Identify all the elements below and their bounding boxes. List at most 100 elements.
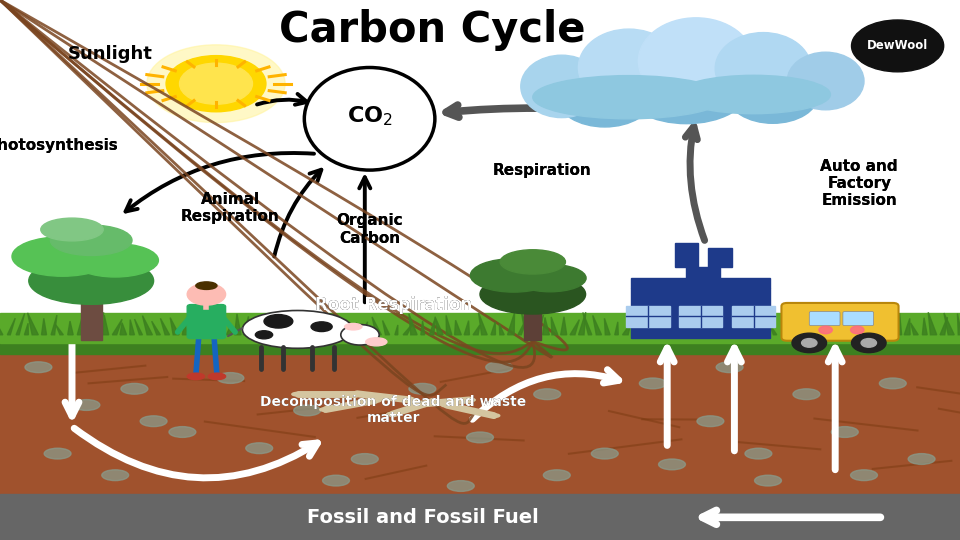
Polygon shape: [605, 318, 611, 335]
Bar: [632, 288, 770, 338]
Ellipse shape: [755, 475, 781, 486]
Polygon shape: [633, 316, 636, 335]
Polygon shape: [654, 315, 663, 335]
Polygon shape: [315, 322, 319, 335]
Polygon shape: [561, 317, 566, 335]
Ellipse shape: [831, 427, 858, 437]
Text: Fossil and Fossil Fuel: Fossil and Fossil Fuel: [306, 508, 539, 527]
Ellipse shape: [557, 68, 653, 127]
Polygon shape: [262, 313, 271, 335]
Polygon shape: [911, 323, 918, 335]
Text: Carbon Cycle: Carbon Cycle: [278, 9, 586, 51]
Ellipse shape: [427, 400, 439, 403]
Polygon shape: [622, 323, 631, 335]
Polygon shape: [719, 319, 726, 335]
Circle shape: [861, 339, 876, 347]
Bar: [0, 335, 960, 494]
Ellipse shape: [715, 32, 811, 105]
Text: Sunlight: Sunlight: [68, 45, 153, 63]
Ellipse shape: [520, 55, 602, 118]
Circle shape: [792, 333, 827, 353]
Bar: [0, 324, 960, 354]
Circle shape: [147, 45, 285, 123]
Bar: [524, 294, 541, 340]
Polygon shape: [305, 324, 315, 335]
Bar: [675, 243, 698, 267]
Ellipse shape: [72, 244, 158, 277]
Ellipse shape: [470, 259, 557, 292]
Polygon shape: [860, 323, 866, 335]
Ellipse shape: [409, 383, 436, 394]
Polygon shape: [737, 317, 741, 335]
Polygon shape: [682, 313, 689, 335]
Polygon shape: [814, 313, 822, 335]
Polygon shape: [252, 321, 257, 335]
Polygon shape: [234, 314, 241, 335]
Ellipse shape: [25, 362, 52, 373]
Polygon shape: [804, 317, 813, 335]
Polygon shape: [429, 318, 435, 335]
Polygon shape: [395, 325, 397, 335]
Polygon shape: [403, 324, 413, 335]
Polygon shape: [904, 319, 910, 335]
Ellipse shape: [345, 323, 362, 330]
Polygon shape: [770, 325, 777, 335]
Ellipse shape: [908, 454, 935, 464]
Polygon shape: [288, 317, 293, 335]
Polygon shape: [790, 321, 796, 335]
Ellipse shape: [486, 362, 513, 373]
Polygon shape: [332, 320, 337, 335]
Polygon shape: [536, 315, 543, 335]
Ellipse shape: [121, 383, 148, 394]
Ellipse shape: [659, 459, 685, 470]
Ellipse shape: [787, 52, 864, 110]
Text: Photosynthesis: Photosynthesis: [0, 138, 119, 153]
Ellipse shape: [727, 66, 818, 123]
Polygon shape: [170, 318, 180, 335]
Polygon shape: [957, 314, 960, 335]
Ellipse shape: [341, 325, 379, 345]
Ellipse shape: [405, 398, 417, 402]
Polygon shape: [878, 318, 882, 335]
Ellipse shape: [533, 76, 725, 119]
Polygon shape: [764, 323, 768, 335]
Ellipse shape: [543, 470, 570, 481]
Polygon shape: [227, 325, 231, 335]
Polygon shape: [207, 319, 214, 335]
Polygon shape: [85, 316, 90, 335]
Ellipse shape: [349, 393, 361, 396]
Polygon shape: [435, 317, 444, 335]
Ellipse shape: [500, 249, 565, 274]
Polygon shape: [0, 323, 3, 335]
Polygon shape: [491, 322, 495, 335]
Circle shape: [851, 326, 864, 334]
Polygon shape: [592, 315, 602, 335]
Polygon shape: [191, 319, 200, 335]
Text: Root Respiration: Root Respiration: [315, 296, 472, 314]
Ellipse shape: [246, 443, 273, 454]
Ellipse shape: [370, 399, 381, 402]
Polygon shape: [825, 320, 831, 335]
Bar: [708, 248, 732, 267]
Ellipse shape: [255, 330, 273, 339]
Polygon shape: [614, 322, 618, 335]
Polygon shape: [887, 323, 895, 335]
Polygon shape: [28, 313, 38, 335]
Polygon shape: [130, 320, 134, 335]
Polygon shape: [16, 313, 25, 335]
Ellipse shape: [467, 432, 493, 443]
Polygon shape: [744, 319, 751, 335]
Ellipse shape: [351, 392, 363, 396]
Polygon shape: [895, 313, 901, 335]
FancyArrowPatch shape: [228, 328, 242, 336]
Polygon shape: [338, 321, 347, 335]
Polygon shape: [465, 321, 469, 335]
Polygon shape: [667, 317, 671, 335]
Text: Animal
Respiration: Animal Respiration: [181, 192, 279, 224]
Ellipse shape: [408, 403, 420, 407]
Ellipse shape: [677, 75, 830, 114]
Ellipse shape: [169, 427, 196, 437]
Text: Auto and
Factory
Emission: Auto and Factory Emission: [821, 159, 898, 208]
Text: Animal
Respiration: Animal Respiration: [181, 192, 279, 224]
Polygon shape: [867, 314, 874, 335]
